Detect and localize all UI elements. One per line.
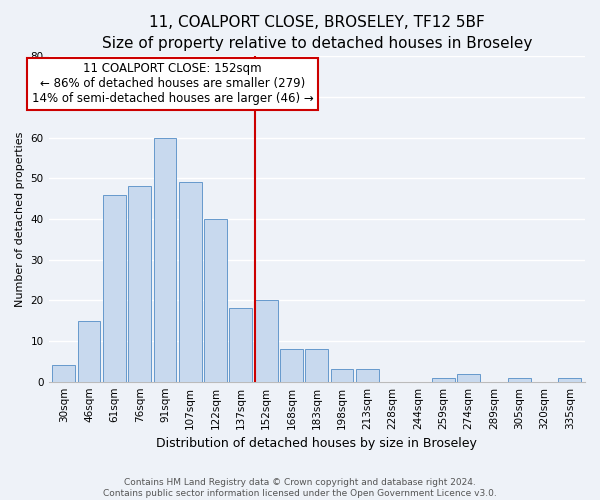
X-axis label: Distribution of detached houses by size in Broseley: Distribution of detached houses by size …: [157, 437, 477, 450]
Bar: [103, 194, 126, 382]
Title: 11, COALPORT CLOSE, BROSELEY, TF12 5BF
Size of property relative to detached hou: 11, COALPORT CLOSE, BROSELEY, TF12 5BF S…: [101, 15, 532, 51]
Bar: [356, 370, 379, 382]
Bar: [77, 320, 100, 382]
Bar: [52, 366, 75, 382]
Bar: [331, 370, 353, 382]
Bar: [204, 219, 227, 382]
Bar: [457, 374, 480, 382]
Bar: [179, 182, 202, 382]
Bar: [128, 186, 151, 382]
Bar: [280, 349, 303, 382]
Bar: [508, 378, 530, 382]
Text: 11 COALPORT CLOSE: 152sqm
← 86% of detached houses are smaller (279)
14% of semi: 11 COALPORT CLOSE: 152sqm ← 86% of detac…: [32, 62, 313, 106]
Bar: [559, 378, 581, 382]
Bar: [432, 378, 455, 382]
Text: Contains HM Land Registry data © Crown copyright and database right 2024.
Contai: Contains HM Land Registry data © Crown c…: [103, 478, 497, 498]
Y-axis label: Number of detached properties: Number of detached properties: [15, 132, 25, 306]
Bar: [255, 300, 278, 382]
Bar: [229, 308, 252, 382]
Bar: [305, 349, 328, 382]
Bar: [154, 138, 176, 382]
